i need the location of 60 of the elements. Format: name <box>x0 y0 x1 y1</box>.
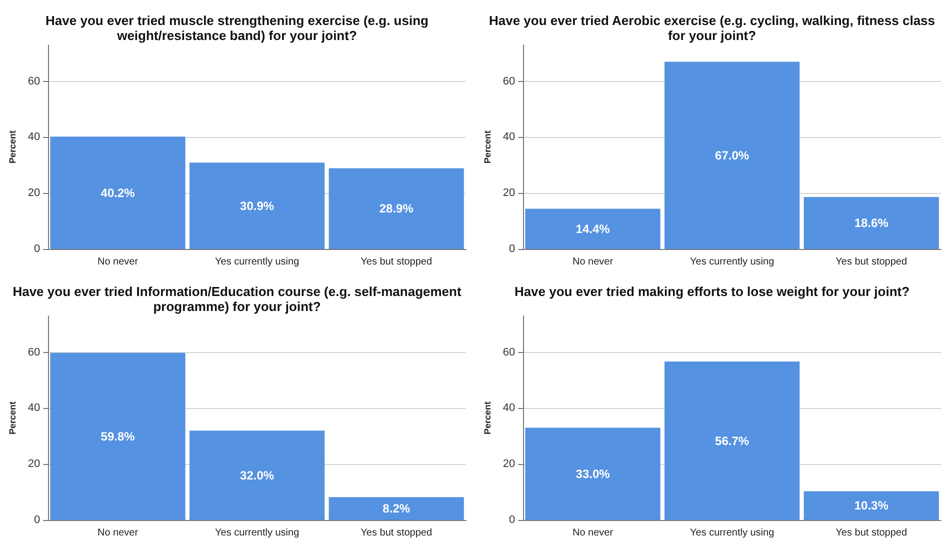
chart-title: Have you ever tried Aerobic exercise (e.g. cycling, walking, fitness class for your joint? <box>488 13 936 43</box>
y-tick-label: 20 <box>502 187 516 200</box>
x-tick-label: Yes but stopped <box>360 528 432 538</box>
data-label: 10.3% <box>854 498 889 513</box>
data-label: 59.8% <box>100 429 136 444</box>
y-tick-label: 60 <box>28 75 40 88</box>
chart-title: Have you ever tried Information/Education course (e.g. self-management programme) for your joint? <box>12 284 462 314</box>
x-tick-label: Yes but stopped <box>836 528 908 538</box>
x-tick-label: Yes but stopped <box>836 256 908 268</box>
x-tick-label: No never <box>97 528 139 538</box>
y-tick-label: 0 <box>509 243 516 255</box>
y-tick-label: 0 <box>34 243 40 255</box>
data-label: 33.0% <box>576 466 610 481</box>
y-tick-label: 20 <box>28 458 40 470</box>
data-label: 67.0% <box>715 148 750 162</box>
y-tick-label: 60 <box>28 346 40 358</box>
y-tick-label: 60 <box>502 346 516 358</box>
y-tick-label: 20 <box>28 187 40 200</box>
x-tick-label: Yes currently using <box>690 528 774 538</box>
y-tick-label: 40 <box>502 402 516 414</box>
x-tick-label: Yes currently using <box>690 256 774 268</box>
bar <box>664 62 800 249</box>
bar <box>664 362 800 520</box>
bar <box>804 491 939 520</box>
bar <box>525 208 660 249</box>
data-label: 18.6% <box>854 216 889 230</box>
x-tick-label: Yes currently using <box>215 528 300 538</box>
y-tick-label: 40 <box>28 131 40 144</box>
bar <box>328 168 464 249</box>
y-axis-title: Percent <box>482 130 492 164</box>
x-tick-label: Yes currently using <box>215 256 300 268</box>
x-tick-label: No never <box>572 528 614 538</box>
y-axis-title: Percent <box>482 401 492 435</box>
y-axis-title: Percent <box>8 401 18 435</box>
y-axis-title: Percent <box>8 130 18 164</box>
chart-title: Have you ever tried making efforts to lose weight for your joint? <box>514 284 910 299</box>
x-tick-label: No never <box>572 256 614 268</box>
x-tick-label: No never <box>97 256 139 268</box>
data-label: 32.0% <box>240 468 274 482</box>
y-tick-label: 0 <box>509 514 516 526</box>
bar <box>190 430 325 520</box>
y-tick-label: 60 <box>502 75 516 88</box>
data-label: 8.2% <box>382 502 410 516</box>
bar <box>50 136 186 249</box>
y-tick-label: 40 <box>28 402 40 414</box>
y-tick-label: 20 <box>502 458 516 470</box>
y-tick-label: 0 <box>34 514 40 526</box>
data-label: 28.9% <box>379 202 414 216</box>
y-tick-label: 40 <box>502 131 516 144</box>
bar <box>190 162 325 249</box>
data-label: 56.7% <box>715 434 750 448</box>
data-label: 14.4% <box>576 222 610 236</box>
bar <box>804 197 939 249</box>
x-tick-label: Yes but stopped <box>360 256 432 268</box>
data-label: 30.9% <box>240 198 274 213</box>
bar <box>525 428 660 520</box>
data-label: 40.2% <box>100 186 136 200</box>
bar <box>328 497 464 520</box>
chart-title: Have you ever tried muscle strengthening exercise (e.g. using weight/resistance band) for your joint? <box>46 13 429 43</box>
bar <box>50 352 186 520</box>
